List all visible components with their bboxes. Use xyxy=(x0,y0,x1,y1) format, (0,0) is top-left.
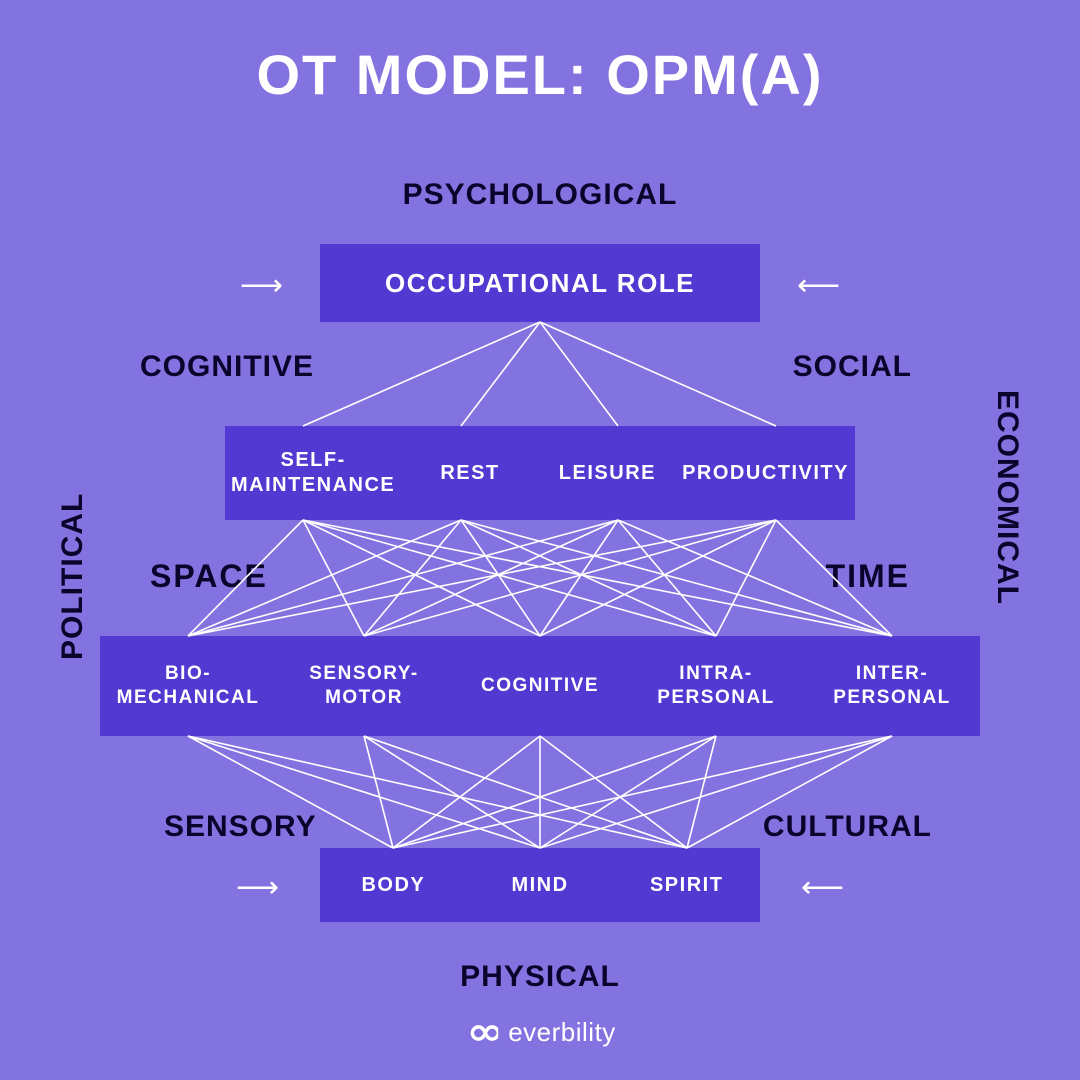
page-title: OT MODEL: OPM(A) xyxy=(0,42,1080,107)
brand-logo: everbility xyxy=(464,1017,616,1048)
env-label-lower-right: CULTURAL xyxy=(763,810,932,844)
level3-box: BIO-MECHANICAL SENSORY-MOTOR COGNITIVE I… xyxy=(100,636,980,736)
core-label-left: SPACE xyxy=(150,558,268,595)
env-label-top: PSYCHOLOGICAL xyxy=(0,178,1080,212)
level2-cell: PRODUCTIVITY xyxy=(676,461,855,486)
env-label-upper-right: SOCIAL xyxy=(793,350,912,384)
core-label-right: TIME xyxy=(826,558,910,595)
level2-cell: SELF-MAINTENANCE xyxy=(225,448,401,498)
level4-cell: SPIRIT xyxy=(613,873,760,898)
level1-label: OCCUPATIONAL ROLE xyxy=(385,268,695,299)
level2-cell: REST xyxy=(401,461,538,486)
level3-cell: COGNITIVE xyxy=(452,674,628,698)
env-label-right: ECONOMICAL xyxy=(990,390,1024,690)
level2-box: SELF-MAINTENANCE REST LEISURE PRODUCTIVI… xyxy=(225,426,855,520)
level4-cell: BODY xyxy=(320,873,467,898)
level3-cell: INTRA-PERSONAL xyxy=(628,662,804,710)
level4-cell: MIND xyxy=(467,873,614,898)
brand-name: everbility xyxy=(508,1017,616,1048)
arrow-left-lower: ⟵ xyxy=(801,870,844,905)
env-label-upper-left: COGNITIVE xyxy=(140,350,314,384)
infinity-icon xyxy=(464,1020,498,1046)
level3-cell: SENSORY-MOTOR xyxy=(276,662,452,710)
arrow-right-lower: ⟶ xyxy=(236,870,279,905)
level1-box: OCCUPATIONAL ROLE xyxy=(320,244,760,322)
arrow-right-upper: ⟶ xyxy=(240,268,283,303)
level4-box: BODY MIND SPIRIT xyxy=(320,848,760,922)
arrow-left-upper: ⟵ xyxy=(797,268,840,303)
env-label-bottom: PHYSICAL xyxy=(0,960,1080,994)
env-label-lower-left: SENSORY xyxy=(164,810,317,844)
level2-cell: LEISURE xyxy=(539,461,676,486)
level3-cell: INTER-PERSONAL xyxy=(804,662,980,710)
env-label-left: POLITICAL xyxy=(56,420,90,660)
level3-cell: BIO-MECHANICAL xyxy=(100,662,276,710)
